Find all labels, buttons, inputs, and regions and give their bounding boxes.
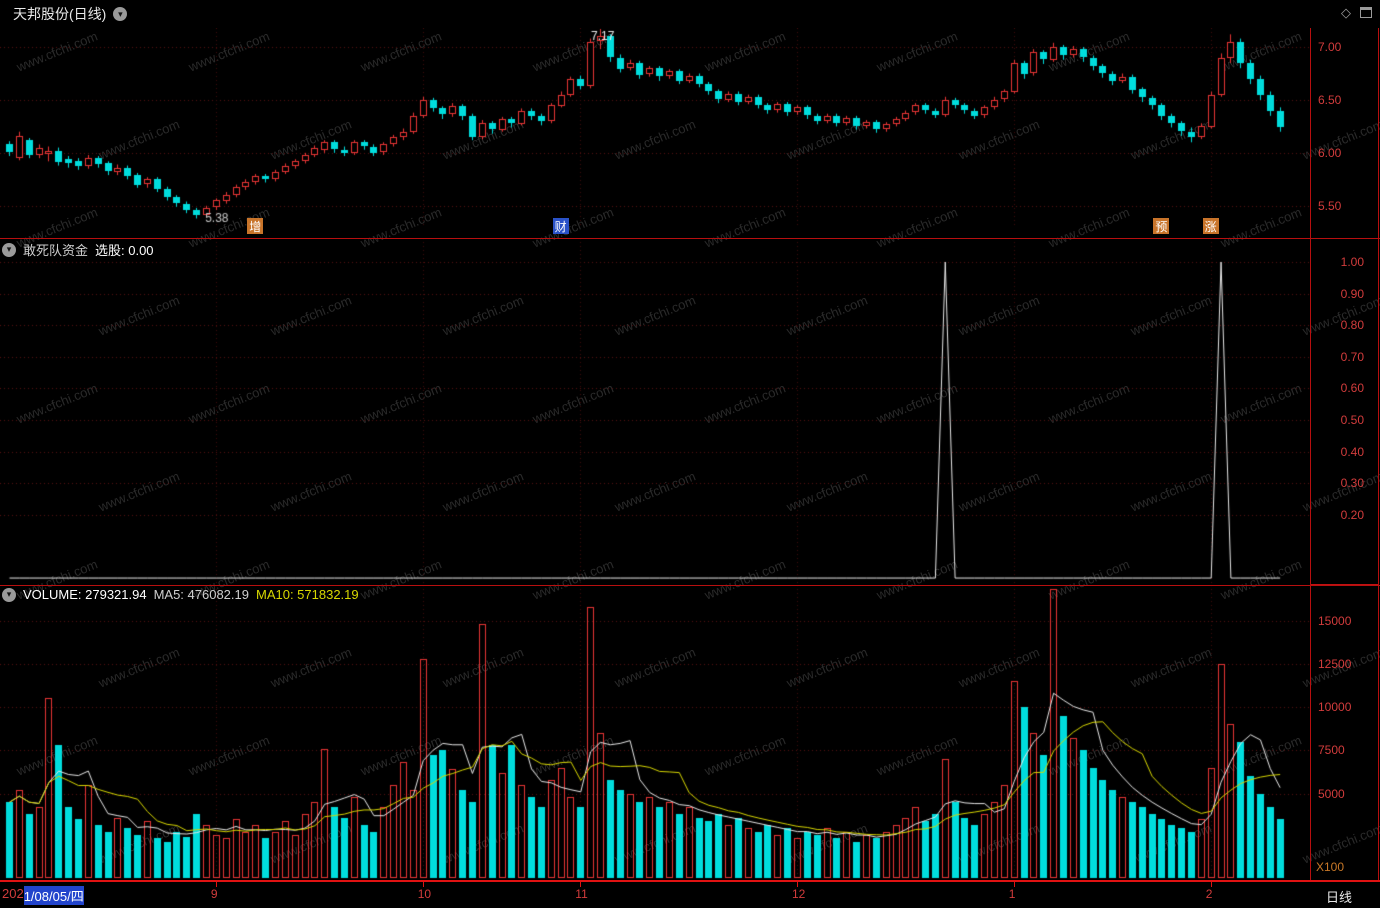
y-axis-label: 1.00 xyxy=(1340,255,1364,270)
y-axis-label: 0.90 xyxy=(1340,286,1364,301)
y-axis-label: 5.50 xyxy=(1318,198,1342,213)
y-axis-label: 10000 xyxy=(1318,700,1352,715)
ma5-value: MA5: 476082.19 xyxy=(153,587,249,602)
candlestick-canvas[interactable] xyxy=(0,28,1310,228)
fund-indicator-label-row: ▾ 敢死队资金 选股: 0.00 xyxy=(2,240,154,259)
y-axis-label: 0.70 xyxy=(1340,349,1364,364)
panel-separator xyxy=(0,238,1380,239)
title-bar: 天邦股份(日线) ▾ ◇ xyxy=(0,0,1380,28)
month-tick xyxy=(580,882,582,887)
event-marker[interactable]: 财 xyxy=(552,218,569,234)
y-axis-label: 0.60 xyxy=(1340,381,1364,396)
axis-separator xyxy=(1310,28,1311,880)
y-axis-label: 15000 xyxy=(1318,613,1352,628)
y-axis-label: 0.80 xyxy=(1340,318,1364,333)
event-marker[interactable]: 预 xyxy=(1153,218,1170,234)
month-tick xyxy=(215,882,217,887)
panel-separator xyxy=(0,585,1380,586)
month-label: 11 xyxy=(575,887,588,901)
volume-unit-label: X100 xyxy=(1316,860,1345,874)
y-axis-label: 12500 xyxy=(1318,656,1352,671)
y-axis-label: 0.40 xyxy=(1340,444,1364,459)
month-tick xyxy=(422,882,424,887)
event-marker[interactable]: 增 xyxy=(247,218,264,234)
month-tick xyxy=(797,882,798,887)
volume-label-row: ▾ VOLUME: 279321.94 MA5: 476082.19 MA10:… xyxy=(2,587,359,602)
volume-value: VOLUME: 279321.94 xyxy=(23,587,147,602)
month-label: 1 xyxy=(1008,887,1016,901)
y-axis-label: 7500 xyxy=(1318,743,1345,758)
ma10-value: MA10: 571832.19 xyxy=(255,587,359,602)
right-border xyxy=(1378,28,1379,880)
month-label: 9 xyxy=(210,887,218,901)
current-date: 202 1/08/05/四 xyxy=(2,886,84,905)
indicator-value: 选股: 0.00 xyxy=(95,243,154,258)
titlebar-actions: ◇ xyxy=(1341,6,1372,19)
month-label: 12 xyxy=(792,887,806,901)
month-tick xyxy=(1013,882,1015,887)
y-axis-label: 7.00 xyxy=(1318,40,1342,55)
event-marker[interactable]: 涨 xyxy=(1202,218,1219,234)
selected-date: 1/08/05/四 xyxy=(23,886,84,905)
y-axis-label: 6.50 xyxy=(1318,92,1342,107)
date-axis[interactable]: 202 1/08/05/四 日线 9 10 11 12 1 2 xyxy=(0,880,1380,908)
stock-title: 天邦股份(日线) xyxy=(13,6,107,22)
diamond-icon[interactable]: ◇ xyxy=(1341,5,1351,20)
period-label: 日线 xyxy=(1326,890,1353,905)
chevron-down-icon[interactable]: ▾ xyxy=(2,587,16,602)
y-axis-label: 5000 xyxy=(1318,786,1345,801)
indicator-name: 敢死队资金 xyxy=(23,243,89,258)
month-tick xyxy=(1210,882,1212,887)
month-label: 10 xyxy=(417,887,432,901)
date-prefix: 202 xyxy=(2,886,24,901)
y-axis-label: 0.30 xyxy=(1340,476,1364,491)
y-axis-label: 6.00 xyxy=(1318,145,1342,160)
fund-indicator-canvas[interactable] xyxy=(0,238,1310,585)
volume-canvas[interactable] xyxy=(0,585,1310,880)
y-axis-label: 0.20 xyxy=(1340,507,1364,522)
chevron-down-icon[interactable]: ▾ xyxy=(2,242,16,257)
chevron-down-icon[interactable]: ▾ xyxy=(113,7,128,21)
window-icon[interactable] xyxy=(1360,7,1372,18)
month-label: 2 xyxy=(1205,887,1213,901)
y-axis-label: 0.50 xyxy=(1340,413,1364,428)
